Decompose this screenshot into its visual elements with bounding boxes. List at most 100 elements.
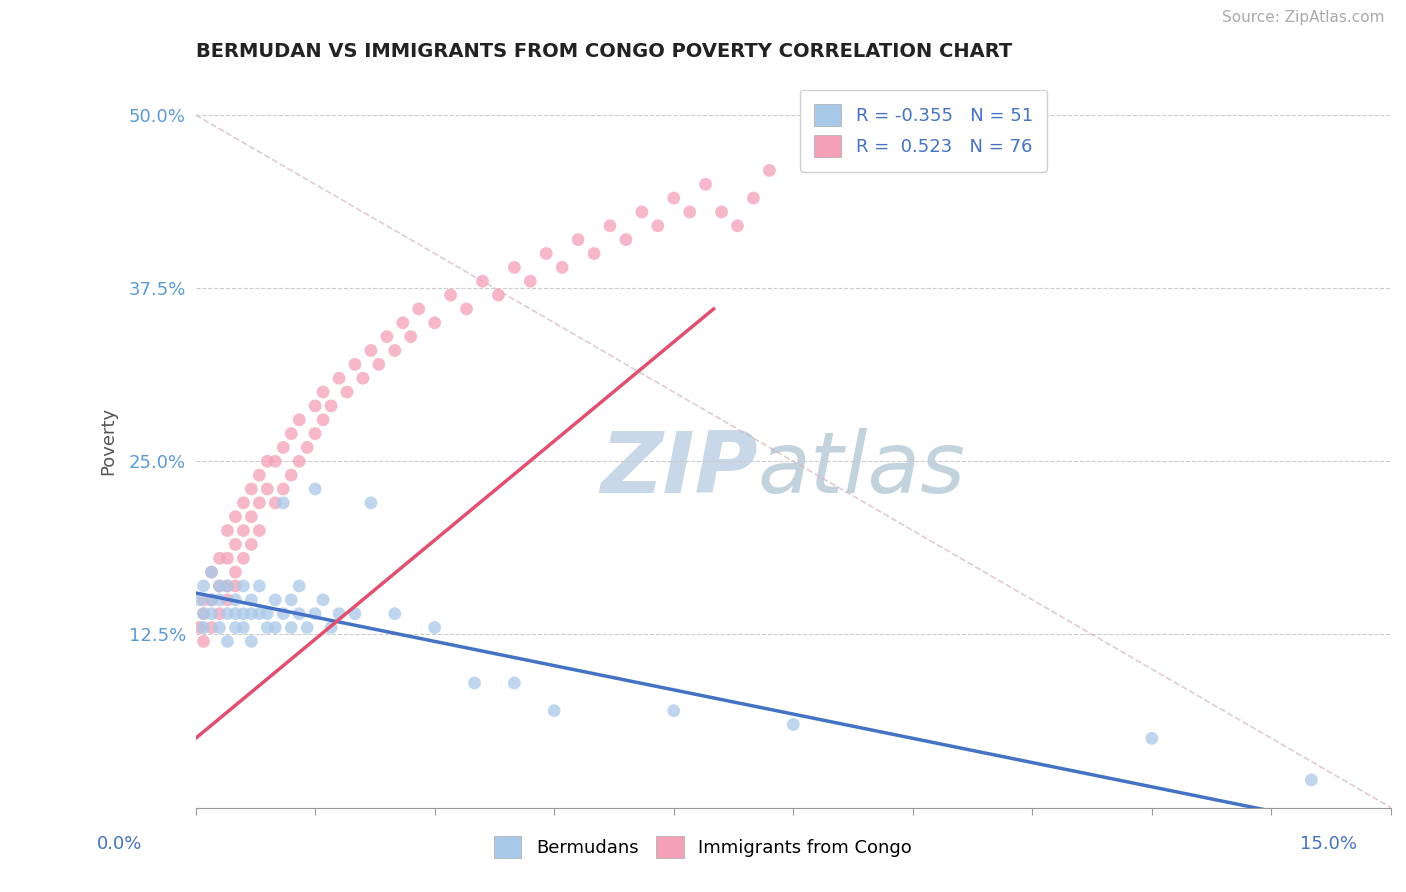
Point [534, 246, 557, 260]
Point [224, 592, 246, 607]
Point [567, 233, 589, 247]
Point [614, 233, 637, 247]
Point [188, 621, 211, 635]
Point [295, 621, 318, 635]
Point [319, 621, 342, 635]
Point [240, 592, 263, 607]
Point [224, 621, 246, 635]
Point [193, 579, 215, 593]
Point [288, 454, 311, 468]
Point [328, 371, 350, 385]
Point [247, 579, 270, 593]
Point [599, 219, 621, 233]
Point [232, 524, 254, 538]
Point [208, 607, 231, 621]
Point [288, 607, 311, 621]
Point [503, 260, 526, 275]
Text: BERMUDAN VS IMMIGRANTS FROM CONGO POVERTY CORRELATION CHART: BERMUDAN VS IMMIGRANTS FROM CONGO POVERT… [195, 42, 1012, 61]
Point [200, 607, 222, 621]
Point [742, 191, 765, 205]
Point [375, 329, 398, 343]
Point [304, 426, 326, 441]
Point [271, 441, 294, 455]
Point [193, 621, 215, 635]
Point [295, 441, 318, 455]
Point [264, 592, 287, 607]
Point [232, 607, 254, 621]
Y-axis label: Poverty: Poverty [100, 407, 117, 475]
Text: 15.0%: 15.0% [1301, 835, 1357, 853]
Point [224, 509, 246, 524]
Point [343, 357, 366, 371]
Point [224, 565, 246, 579]
Point [217, 551, 239, 566]
Point [193, 634, 215, 648]
Point [232, 496, 254, 510]
Point [264, 621, 287, 635]
Point [288, 413, 311, 427]
Point [264, 496, 287, 510]
Point [503, 676, 526, 690]
Point [247, 496, 270, 510]
Legend: Bermudans, Immigrants from Congo: Bermudans, Immigrants from Congo [486, 829, 920, 865]
Point [319, 399, 342, 413]
Point [304, 399, 326, 413]
Point [312, 413, 335, 427]
Point [200, 592, 222, 607]
Point [217, 524, 239, 538]
Point [200, 621, 222, 635]
Point [247, 468, 270, 483]
Text: 0.0%: 0.0% [97, 835, 142, 853]
Point [408, 301, 430, 316]
Point [391, 316, 413, 330]
Point [208, 621, 231, 635]
Text: ZIP: ZIP [600, 428, 758, 511]
Text: atlas: atlas [758, 428, 966, 511]
Point [271, 482, 294, 496]
Point [271, 496, 294, 510]
Point [280, 426, 302, 441]
Point [782, 717, 804, 731]
Point [256, 454, 278, 468]
Point [662, 191, 685, 205]
Point [188, 592, 211, 607]
Point [471, 274, 494, 288]
Point [695, 178, 717, 192]
Point [280, 621, 302, 635]
Point [247, 524, 270, 538]
Point [727, 219, 749, 233]
Point [200, 565, 222, 579]
Point [193, 607, 215, 621]
Point [217, 579, 239, 593]
Point [247, 607, 270, 621]
Point [224, 537, 246, 551]
Point [360, 343, 382, 358]
Point [439, 288, 461, 302]
Point [224, 607, 246, 621]
Point [543, 704, 565, 718]
Point [217, 579, 239, 593]
Point [304, 482, 326, 496]
Point [1301, 772, 1323, 787]
Point [679, 205, 702, 219]
Point [208, 579, 231, 593]
Point [360, 496, 382, 510]
Point [280, 592, 302, 607]
Point [328, 607, 350, 621]
Point [288, 579, 311, 593]
Point [384, 607, 406, 621]
Point [232, 579, 254, 593]
Point [200, 565, 222, 579]
Point [240, 607, 263, 621]
Point [312, 592, 335, 607]
Text: Source: ZipAtlas.com: Source: ZipAtlas.com [1222, 11, 1385, 25]
Point [232, 621, 254, 635]
Point [583, 246, 606, 260]
Point [240, 509, 263, 524]
Point [758, 163, 780, 178]
Point [551, 260, 574, 275]
Point [256, 607, 278, 621]
Point [264, 454, 287, 468]
Point [240, 537, 263, 551]
Point [217, 592, 239, 607]
